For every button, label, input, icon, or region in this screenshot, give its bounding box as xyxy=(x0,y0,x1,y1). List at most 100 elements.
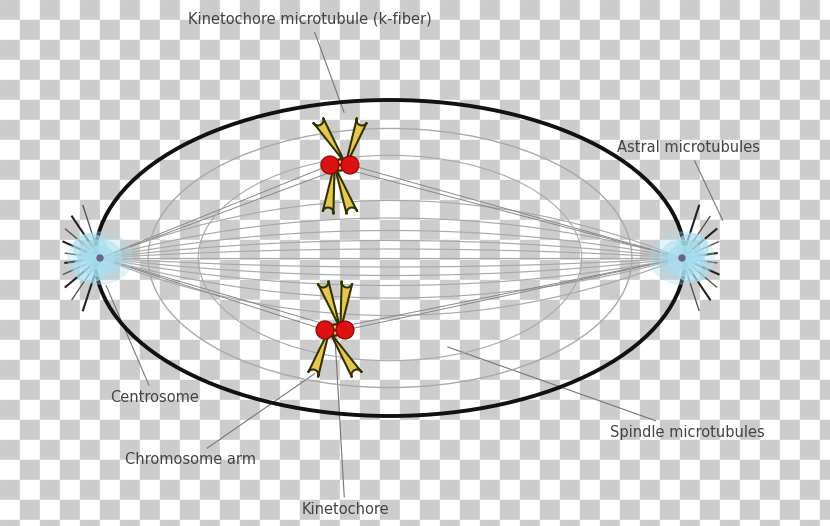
Bar xyxy=(720,60,740,80)
Bar xyxy=(340,400,360,420)
Bar xyxy=(820,520,830,526)
Bar xyxy=(320,360,340,380)
Bar xyxy=(780,280,800,300)
Bar xyxy=(760,120,780,140)
Bar xyxy=(660,60,680,80)
Bar xyxy=(360,280,380,300)
Bar xyxy=(560,200,580,220)
Bar xyxy=(200,360,220,380)
Bar xyxy=(560,20,580,40)
Bar xyxy=(360,20,380,40)
Bar xyxy=(360,220,380,240)
Bar xyxy=(340,480,360,500)
Bar xyxy=(780,440,800,460)
Bar xyxy=(540,80,560,100)
Bar xyxy=(20,440,40,460)
Bar xyxy=(180,180,200,200)
Bar xyxy=(460,260,480,280)
Bar xyxy=(760,280,780,300)
Bar xyxy=(480,440,500,460)
Bar xyxy=(820,420,830,440)
Bar xyxy=(340,120,360,140)
Bar xyxy=(520,100,540,120)
Bar xyxy=(600,300,620,320)
Bar xyxy=(40,520,60,526)
Bar xyxy=(100,200,120,220)
Bar xyxy=(60,400,80,420)
Bar xyxy=(20,380,40,400)
Bar xyxy=(600,220,620,240)
Bar xyxy=(740,20,760,40)
Bar xyxy=(180,400,200,420)
Bar xyxy=(20,180,40,200)
Bar xyxy=(0,0,20,20)
Bar xyxy=(680,320,700,340)
Bar xyxy=(820,240,830,260)
Bar xyxy=(140,300,160,320)
Bar xyxy=(60,320,80,340)
Polygon shape xyxy=(78,240,122,276)
Bar xyxy=(580,260,600,280)
Bar xyxy=(100,100,120,120)
Bar xyxy=(560,520,580,526)
Bar xyxy=(540,440,560,460)
Bar xyxy=(540,420,560,440)
Bar xyxy=(640,20,660,40)
Bar xyxy=(480,140,500,160)
Bar xyxy=(460,420,480,440)
Bar xyxy=(800,480,820,500)
Bar xyxy=(360,420,380,440)
Bar xyxy=(560,340,580,360)
Bar xyxy=(500,300,520,320)
Bar xyxy=(620,20,640,40)
Bar xyxy=(360,480,380,500)
Bar xyxy=(800,100,820,120)
Bar xyxy=(280,400,300,420)
Bar xyxy=(680,140,700,160)
Bar xyxy=(260,420,280,440)
Bar xyxy=(780,240,800,260)
Text: Kinetochore microtubule (k-fiber): Kinetochore microtubule (k-fiber) xyxy=(188,12,432,113)
Bar xyxy=(240,320,260,340)
Bar xyxy=(720,320,740,340)
Bar xyxy=(600,180,620,200)
Bar xyxy=(160,480,180,500)
Bar xyxy=(300,260,320,280)
Bar xyxy=(460,440,480,460)
Bar xyxy=(320,420,340,440)
Bar xyxy=(100,320,120,340)
Bar xyxy=(660,520,680,526)
Bar xyxy=(380,40,400,60)
Bar xyxy=(320,220,340,240)
Bar xyxy=(480,360,500,380)
Bar xyxy=(300,500,320,520)
Bar xyxy=(580,460,600,480)
Bar xyxy=(540,160,560,180)
Bar xyxy=(700,400,720,420)
Bar xyxy=(220,120,240,140)
Bar xyxy=(600,420,620,440)
Bar xyxy=(300,420,320,440)
Bar xyxy=(820,100,830,120)
Bar xyxy=(500,100,520,120)
Bar xyxy=(40,360,60,380)
Bar xyxy=(200,380,220,400)
Bar xyxy=(520,440,540,460)
Bar xyxy=(240,500,260,520)
Bar xyxy=(120,300,140,320)
Bar xyxy=(740,460,760,480)
Bar xyxy=(740,40,760,60)
Bar xyxy=(740,300,760,320)
Bar xyxy=(120,400,140,420)
Bar xyxy=(20,160,40,180)
Bar xyxy=(0,340,20,360)
Bar xyxy=(300,220,320,240)
Bar xyxy=(760,180,780,200)
Bar xyxy=(140,320,160,340)
Bar xyxy=(0,100,20,120)
Bar xyxy=(420,300,440,320)
Bar xyxy=(680,100,700,120)
Bar xyxy=(780,220,800,240)
Bar xyxy=(720,440,740,460)
Bar xyxy=(560,0,580,20)
